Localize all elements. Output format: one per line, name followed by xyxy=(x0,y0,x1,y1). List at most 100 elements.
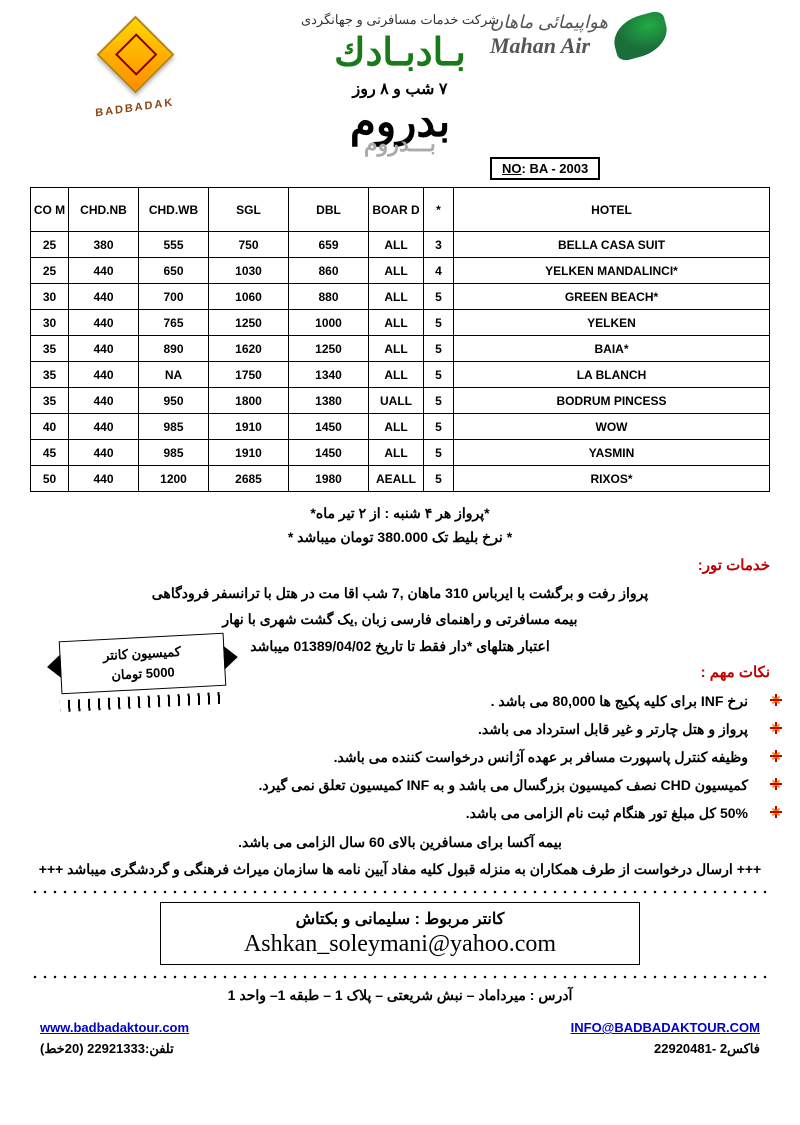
table-cell: 1980 xyxy=(289,466,369,492)
table-cell: ALL xyxy=(369,362,424,388)
table-cell: 5 xyxy=(424,388,454,414)
table-cell: 380 xyxy=(69,232,139,258)
price-table: CO M CHD.NB CHD.WB SGL DBL BOAR D * HOTE… xyxy=(30,187,770,492)
table-cell: ALL xyxy=(369,414,424,440)
table-cell: ALL xyxy=(369,258,424,284)
table-cell: 5 xyxy=(424,284,454,310)
table-cell: 1380 xyxy=(289,388,369,414)
table-cell: WOW xyxy=(454,414,770,440)
table-header-row: CO M CHD.NB CHD.WB SGL DBL BOAR D * HOTE… xyxy=(31,188,770,232)
mid-section: *پرواز هر ۴ شنبه : از ۲ تیر ماه* * نرخ ب… xyxy=(30,502,770,880)
table-cell: 985 xyxy=(139,414,209,440)
table-cell: 440 xyxy=(69,258,139,284)
table-row: 4544098519101450ALL5YASMIN xyxy=(31,440,770,466)
table-cell: 1450 xyxy=(289,414,369,440)
contact-email: Ashkan_soleymani@yahoo.com xyxy=(167,931,633,958)
table-row: 4044098519101450ALL5WOW xyxy=(31,414,770,440)
th-dbl: DBL xyxy=(289,188,369,232)
footer-left-link[interactable]: www.badbadaktour.com xyxy=(40,1020,189,1035)
note-item: نرخ INF برای کلیه پکیج ها 80,000 می باشد… xyxy=(30,687,770,715)
th-chdwb: CHD.WB xyxy=(139,188,209,232)
banner-ribbon: کمیسیون کانتر 5000 تومان xyxy=(59,633,227,695)
table-cell: 5 xyxy=(424,440,454,466)
th-sgl: SGL xyxy=(209,188,289,232)
table-cell: 890 xyxy=(139,336,209,362)
plus-note: +++ ارسال درخواست از طرف همکاران به منزل… xyxy=(30,858,770,880)
table-cell: ALL xyxy=(369,284,424,310)
table-cell: 45 xyxy=(31,440,69,466)
note-text: 50% کل مبلغ تور هنگام ثبت نام الزامی می … xyxy=(466,805,748,821)
table-cell: 3 xyxy=(424,232,454,258)
table-cell: BELLA CASA SUIT xyxy=(454,232,770,258)
table-cell: ALL xyxy=(369,232,424,258)
table-cell: 555 xyxy=(139,232,209,258)
star-bullet-icon xyxy=(758,694,770,706)
table-cell: ALL xyxy=(369,310,424,336)
table-cell: 30 xyxy=(31,284,69,310)
th-chdnb: CHD.NB xyxy=(69,188,139,232)
table-row: 304407001060880ALL5GREEN BEACH* xyxy=(31,284,770,310)
table-cell: 35 xyxy=(31,336,69,362)
destination-under: بـــدروم xyxy=(364,133,436,155)
table-cell: 1450 xyxy=(289,440,369,466)
badbadak-text: BADBADAK xyxy=(95,96,174,119)
table-cell: 2685 xyxy=(209,466,289,492)
table-cell: UALL xyxy=(369,388,424,414)
footer-left-tel: تلفن:22921333 (20خط) xyxy=(40,1041,174,1056)
extra-note: بیمه آکسا برای مسافرین بالای 60 سال الزا… xyxy=(30,831,770,853)
table-cell: 1250 xyxy=(209,310,289,336)
header: هواپیمائی ماهان Mahan Air شرکت خدمات مسا… xyxy=(30,12,770,182)
services-line2: بیمه مسافرتی و راهنمای فارسی زبان ,یک گش… xyxy=(30,606,770,633)
destination: بدروم بـــدروم xyxy=(350,101,450,143)
table-row: 254406501030860ALL4YELKEN MANDALINCI* xyxy=(31,258,770,284)
note-text: کمیسیون CHD نصف کمیسیون بزرگسال می باشد … xyxy=(258,777,748,793)
table-cell: 1000 xyxy=(289,310,369,336)
table-cell: 1200 xyxy=(139,466,209,492)
table-cell: 5 xyxy=(424,466,454,492)
table-cell: 1620 xyxy=(209,336,289,362)
footer-right: INFO@BADBADAKTOUR.COM فاکس2 -22920481 xyxy=(571,1018,760,1060)
table-cell: 440 xyxy=(69,466,139,492)
doc-no-value: BA - 2003 xyxy=(529,161,588,176)
contact-box: کانتر مربوط : سلیمانی و بکتاش Ashkan_sol… xyxy=(160,902,640,965)
table-cell: 35 xyxy=(31,388,69,414)
table-cell: YASMIN xyxy=(454,440,770,466)
table-cell: 1060 xyxy=(209,284,289,310)
note-item: 50% کل مبلغ تور هنگام ثبت نام الزامی می … xyxy=(30,799,770,827)
diamond-icon xyxy=(96,16,174,94)
table-cell: 860 xyxy=(289,258,369,284)
table-cell: 1340 xyxy=(289,362,369,388)
th-star: * xyxy=(424,188,454,232)
table-cell: 5 xyxy=(424,336,454,362)
th-hotel: HOTEL xyxy=(454,188,770,232)
table-cell: 1800 xyxy=(209,388,289,414)
footer-left: www.badbadaktour.com تلفن:22921333 (20خط… xyxy=(40,1018,189,1060)
badbadak-logo: BADBADAK xyxy=(80,27,190,137)
star-bullet-icon xyxy=(758,778,770,790)
footer-right-link[interactable]: INFO@BADBADAKTOUR.COM xyxy=(571,1020,760,1035)
separator-icon xyxy=(30,975,770,979)
table-row: 3544095018001380UALL5BODRUM PINCESS xyxy=(31,388,770,414)
table-cell: ALL xyxy=(369,336,424,362)
banner-line1: کمیسیون کانتر xyxy=(103,644,182,663)
star-bullet-icon xyxy=(758,722,770,734)
services-title: خدمات تور: xyxy=(30,556,770,574)
note-text: وظیفه کنترل پاسپورت مسافر بر عهده آژانس … xyxy=(334,749,748,765)
doc-no-label: NO xyxy=(502,161,522,176)
doc-number-box: NO: BA - 2003 xyxy=(490,157,600,180)
th-board: BOAR D xyxy=(369,188,424,232)
table-cell: AEALL xyxy=(369,466,424,492)
table-cell: 440 xyxy=(69,284,139,310)
table-cell: 5 xyxy=(424,310,454,336)
star-bullet-icon xyxy=(758,750,770,762)
table-cell: 440 xyxy=(69,388,139,414)
table-cell: 440 xyxy=(69,336,139,362)
table-cell: 440 xyxy=(69,414,139,440)
table-cell: 1910 xyxy=(209,440,289,466)
table-cell: GREEN BEACH* xyxy=(454,284,770,310)
note-item: پرواز و هتل چارتر و غیر قابل استرداد می … xyxy=(30,715,770,743)
table-cell: 659 xyxy=(289,232,369,258)
table-row: 25380555750659ALL3BELLA CASA SUIT xyxy=(31,232,770,258)
table-cell: 440 xyxy=(69,310,139,336)
table-cell: 440 xyxy=(69,362,139,388)
